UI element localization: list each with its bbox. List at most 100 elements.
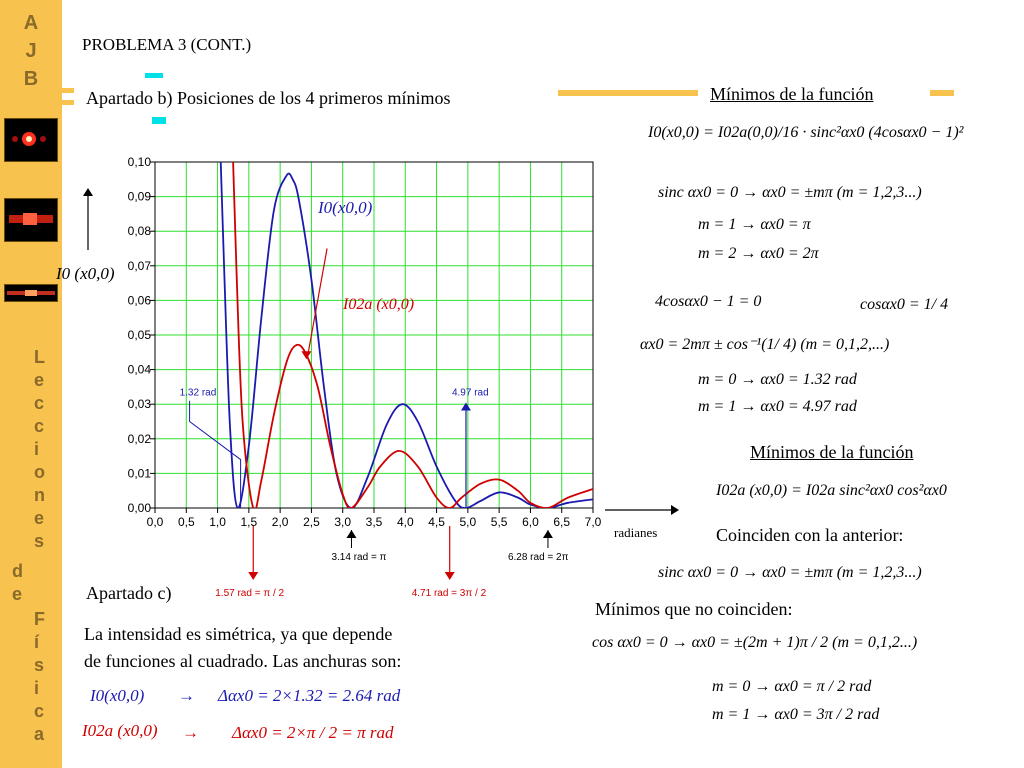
curve-label-red: I02a (x0,0) xyxy=(343,296,415,313)
x-tick-label: 0,5 xyxy=(178,515,195,529)
y-tick-label: 0,05 xyxy=(128,328,152,342)
diffraction-thumbnail-2 xyxy=(4,198,58,242)
pointer-red-curve xyxy=(307,248,328,353)
y-tick-label: 0,08 xyxy=(128,224,152,238)
page-title: PROBLEMA 3 (CONT.) xyxy=(82,35,252,54)
vertical-title-letter: c xyxy=(34,701,45,721)
curve-label-blue: I0(x0,0) xyxy=(318,198,373,217)
width-row2-label: I02a (x0,0) xyxy=(82,721,158,740)
width-row2-value: Δαx0 = 2×π / 2 = π rad xyxy=(232,723,394,742)
y-tick-label: 0,06 xyxy=(128,293,152,307)
arrow-head-157 xyxy=(248,572,259,580)
vertical-title-letter: e xyxy=(34,370,45,390)
no-coinciden-text: Mínimos que no coinciden: xyxy=(595,599,793,619)
x-axis-label: radianes xyxy=(614,525,658,540)
annotation-628: 6.28 rad = 2π xyxy=(508,552,569,563)
deco-bar xyxy=(145,73,163,78)
plot-border xyxy=(154,161,594,509)
deco-bar xyxy=(558,90,698,96)
y-tick-label: 0,01 xyxy=(128,466,152,480)
arrow-head-628 xyxy=(542,530,553,538)
equation-m1: m = 1 → αx0 = π xyxy=(698,216,811,233)
annotation-leader-132 xyxy=(189,400,242,508)
width-row1-label: I0(x0,0) xyxy=(90,686,145,705)
vertical-title-letter: e xyxy=(12,584,23,604)
y-tick-label: 0,07 xyxy=(128,259,152,273)
annotation-314: 3.14 rad = π xyxy=(331,552,386,563)
x-axis-arrow-head xyxy=(671,505,679,515)
x-tick-label: 4,0 xyxy=(397,515,414,529)
annotation-497: 4.97 rad xyxy=(452,388,489,399)
section-c-text-2: de funciones al cuadrado. Las anchuras s… xyxy=(84,651,402,671)
annotation-157: 1.57 rad = π / 2 xyxy=(215,588,284,599)
x-tick-label: 3,5 xyxy=(366,515,383,529)
x-tick-label: 7,0 xyxy=(585,515,602,529)
y-axis-label: I0 (x0,0) xyxy=(56,264,115,283)
logo-letter-a: A xyxy=(23,12,39,34)
deco-bar xyxy=(930,90,954,96)
vertical-title-letter: e xyxy=(34,508,45,528)
vertical-title-letter: F xyxy=(34,609,45,629)
annotation-471: 4.71 rad = 3π / 2 xyxy=(412,588,487,599)
x-tick-label: 5,5 xyxy=(491,515,508,529)
heading-minima-1: Mínimos de la función xyxy=(710,84,874,104)
arrow-icon: → xyxy=(178,686,195,705)
vertical-title-letter: L xyxy=(34,347,45,367)
equation-cos-quarter: cosαx0 = 1/ 4 xyxy=(860,296,949,313)
arrow-head-497 xyxy=(460,402,471,411)
vertical-title-letter: c xyxy=(34,393,45,413)
equation-m0-132: m = 0 → αx0 = 1.32 rad xyxy=(698,371,857,388)
equation-m0-pi-half: m = 0 → αx0 = π / 2 rad xyxy=(712,678,872,695)
x-tick-label: 6,0 xyxy=(522,515,539,529)
coinciden-text: Coinciden con la anterior: xyxy=(716,525,904,545)
vertical-title-letter: i xyxy=(34,678,40,698)
y-tick-label: 0,04 xyxy=(128,363,152,377)
equation-sinc-2: sinc αx0 = 0 → αx0 = ±mπ (m = 1,2,3...) xyxy=(658,564,922,581)
equation-cos-minima: cos αx0 = 0 → αx0 = ±(2m + 1)π / 2 (m = … xyxy=(592,634,918,651)
arrow-icon: → xyxy=(182,723,199,742)
equation-intensity-2a: I02a (x0,0) = I02a sinc²αx0 cos²αx0 xyxy=(716,482,947,499)
y-tick-label: 0,03 xyxy=(128,397,152,411)
vertical-title-letter: í xyxy=(34,632,40,652)
series-line-red xyxy=(232,162,593,508)
arrow-head-471 xyxy=(444,572,455,580)
vertical-title-letter: c xyxy=(34,416,45,436)
equation-intensity: I0(x0,0) = I02a(0,0)/16 · sinc²αx0 (4cos… xyxy=(648,124,964,141)
vertical-title-letter: i xyxy=(34,439,40,459)
intensity-chart: 0,0 0,5 1,0 1,5 2,0 2,5 3,0 3,5 4,0 4,5 5,0 5,5 6,0 6… xyxy=(83,155,679,599)
vertical-title-letter: s xyxy=(34,531,45,551)
y-tick-label: 0,02 xyxy=(128,432,152,446)
x-tick-label: 5,0 xyxy=(460,515,477,529)
vertical-title-letter: d xyxy=(12,561,23,581)
vertical-title-letter: a xyxy=(34,724,45,744)
y-tick-label: 0,00 xyxy=(128,501,152,515)
vertical-title-letter: n xyxy=(34,485,45,505)
y-axis-arrow-head xyxy=(83,188,93,196)
diffraction-thumbnail-3 xyxy=(4,284,58,302)
arrow-head-314 xyxy=(346,530,357,538)
heading-minima-2: Mínimos de la función xyxy=(750,442,914,462)
diffraction-thumbnail-1 xyxy=(4,118,58,162)
logo-letter-j: J xyxy=(25,40,37,62)
x-tick-label: 1,5 xyxy=(241,515,258,529)
arrow-head-red-curve xyxy=(301,351,312,360)
x-tick-label: 4,5 xyxy=(428,515,445,529)
equation-alpha-general: αx0 = 2mπ ± cos⁻¹(1/ 4) (m = 0,1,2,...) xyxy=(640,336,890,353)
section-b-title: Apartado b) Posiciones de los 4 primeros… xyxy=(86,88,451,108)
section-c-title: Apartado c) xyxy=(86,583,172,603)
x-tick-label: 3,0 xyxy=(334,515,351,529)
equation-m1-3pi-half: m = 1 → αx0 = 3π / 2 rad xyxy=(712,706,880,723)
vertical-title-letter: o xyxy=(34,462,45,482)
x-tick-label: 1,0 xyxy=(209,515,226,529)
equation-m2: m = 2 → αx0 = 2π xyxy=(698,245,819,262)
x-tick-label: 0,0 xyxy=(147,515,164,529)
equation-sinc: sinc αx0 = 0 → αx0 = ±mπ (m = 1,2,3...) xyxy=(658,184,922,201)
equation-m1-497: m = 1 → αx0 = 4.97 rad xyxy=(698,398,857,415)
x-tick-label: 6,5 xyxy=(553,515,570,529)
deco-bar xyxy=(62,100,74,105)
x-tick-label: 2,0 xyxy=(272,515,289,529)
y-tick-label: 0,09 xyxy=(128,190,152,204)
y-tick-label: 0,10 xyxy=(128,155,152,169)
annotation-132: 1.32 rad xyxy=(180,388,217,399)
